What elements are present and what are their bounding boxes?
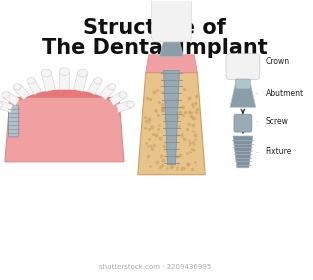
- Polygon shape: [230, 85, 256, 107]
- Polygon shape: [74, 72, 88, 92]
- Text: Fixture: Fixture: [266, 147, 292, 157]
- Ellipse shape: [126, 101, 134, 108]
- Text: Structure of: Structure of: [83, 18, 226, 38]
- FancyBboxPatch shape: [235, 79, 250, 89]
- Polygon shape: [14, 84, 29, 100]
- Ellipse shape: [27, 78, 35, 84]
- FancyBboxPatch shape: [8, 105, 18, 137]
- Polygon shape: [59, 72, 69, 89]
- Polygon shape: [5, 97, 124, 162]
- Polygon shape: [233, 136, 253, 168]
- Polygon shape: [138, 73, 205, 175]
- Ellipse shape: [119, 92, 127, 98]
- Text: Crown: Crown: [266, 57, 290, 66]
- Ellipse shape: [2, 92, 10, 98]
- Polygon shape: [116, 101, 132, 112]
- Ellipse shape: [78, 69, 88, 77]
- Ellipse shape: [94, 78, 102, 84]
- Ellipse shape: [13, 84, 21, 90]
- Text: Screw: Screw: [266, 117, 289, 126]
- Polygon shape: [28, 79, 41, 95]
- Polygon shape: [146, 55, 197, 73]
- Polygon shape: [109, 92, 125, 106]
- Ellipse shape: [41, 69, 51, 77]
- Polygon shape: [4, 92, 20, 106]
- FancyBboxPatch shape: [165, 35, 178, 42]
- Polygon shape: [0, 101, 13, 112]
- FancyBboxPatch shape: [234, 114, 252, 132]
- Polygon shape: [88, 79, 101, 95]
- Polygon shape: [41, 72, 55, 92]
- Ellipse shape: [59, 68, 69, 76]
- Polygon shape: [164, 71, 179, 165]
- Text: Abutment: Abutment: [266, 89, 304, 98]
- FancyBboxPatch shape: [226, 54, 260, 80]
- Ellipse shape: [108, 84, 116, 90]
- Text: The Dental Implant: The Dental Implant: [42, 38, 268, 58]
- Polygon shape: [9, 89, 120, 117]
- Polygon shape: [100, 84, 115, 100]
- Text: shutterstock.com · 2209436995: shutterstock.com · 2209436995: [99, 264, 211, 270]
- Ellipse shape: [0, 101, 3, 108]
- Polygon shape: [160, 41, 183, 57]
- FancyBboxPatch shape: [152, 0, 191, 42]
